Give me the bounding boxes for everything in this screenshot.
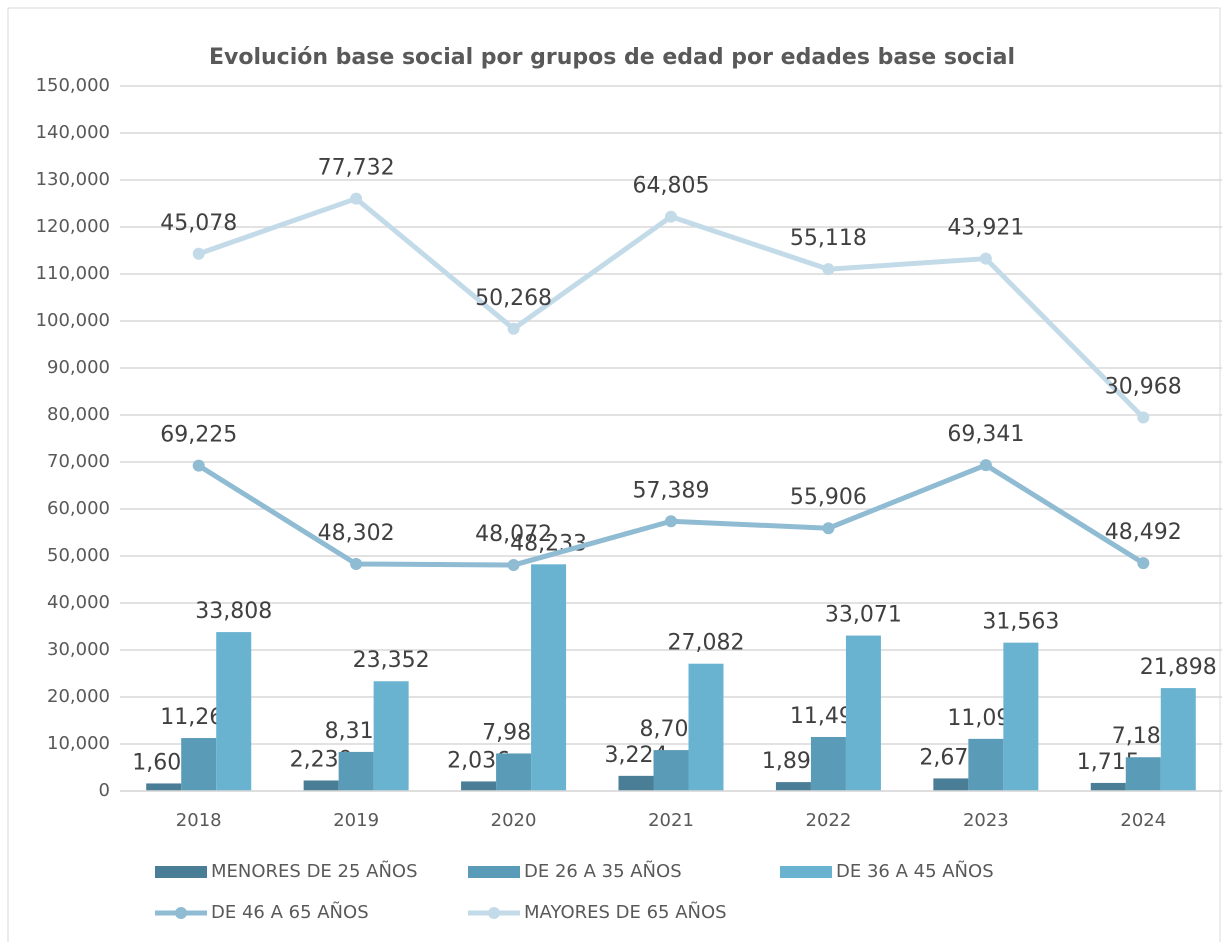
bar — [461, 781, 497, 791]
legend-marker — [175, 907, 187, 919]
bar — [496, 753, 532, 791]
data-label: 57,389 — [633, 478, 710, 503]
line-marker — [507, 559, 520, 572]
x-tick-label: 2023 — [963, 810, 1009, 831]
x-tick-label: 2018 — [176, 810, 222, 831]
y-tick-label: 20,000 — [47, 686, 110, 707]
data-label: 55,118 — [790, 226, 867, 251]
line-marker — [665, 210, 677, 223]
line-marker — [192, 459, 205, 472]
data-label: 48,492 — [1105, 520, 1182, 545]
data-label: 45,078 — [160, 211, 237, 236]
data-label: 21,898 — [1140, 655, 1217, 680]
data-label: 23,352 — [353, 648, 430, 673]
y-tick-label: 0 — [99, 780, 110, 801]
y-tick-label: 140,000 — [36, 122, 110, 143]
chart-title: Evolución base social por grupos de edad… — [209, 45, 1015, 70]
x-tick-label: 2020 — [491, 810, 537, 831]
data-label: 64,805 — [633, 174, 710, 199]
y-tick-label: 60,000 — [47, 498, 110, 519]
data-label: 43,921 — [947, 216, 1024, 241]
y-tick-label: 70,000 — [47, 451, 110, 472]
bar — [303, 780, 339, 791]
bar — [338, 751, 374, 791]
y-tick-label: 130,000 — [36, 169, 110, 190]
bar — [775, 782, 811, 791]
x-tick-label: 2021 — [648, 810, 694, 831]
bar — [1003, 642, 1039, 791]
legend-label: MENORES DE 25 AÑOS — [211, 860, 418, 882]
line-marker — [1137, 557, 1150, 570]
y-tick-label: 110,000 — [36, 263, 110, 284]
bar — [653, 750, 689, 791]
line-marker — [822, 263, 835, 276]
line-marker — [979, 459, 992, 472]
x-tick-label: 2022 — [806, 810, 852, 831]
legend-swatch — [155, 866, 207, 878]
data-label: 33,071 — [825, 603, 902, 628]
legend-label: DE 26 A 35 AÑOS — [524, 860, 682, 882]
x-tick-label: 2024 — [1120, 810, 1166, 831]
line-marker — [350, 557, 363, 570]
data-label: 69,341 — [947, 422, 1024, 447]
legend-marker — [488, 907, 500, 919]
line-marker — [1137, 411, 1150, 424]
legend-label: MAYORES DE 65 AÑOS — [524, 901, 727, 923]
bar — [181, 738, 217, 791]
legend-swatch — [468, 866, 520, 878]
y-tick-label: 40,000 — [47, 592, 110, 613]
bar — [968, 738, 1004, 791]
bar — [618, 775, 654, 791]
bar — [933, 778, 969, 791]
line-marker — [192, 247, 205, 260]
legend-label: DE 36 A 45 AÑOS — [836, 860, 994, 882]
bar — [1125, 757, 1161, 791]
y-tick-label: 150,000 — [36, 75, 110, 96]
bar — [810, 736, 846, 791]
data-label: 27,082 — [668, 631, 745, 656]
line-marker — [979, 252, 992, 265]
data-label: 48,302 — [318, 521, 395, 546]
bar — [845, 635, 881, 791]
bar — [146, 783, 182, 791]
legend-swatch — [780, 866, 832, 878]
bar — [531, 564, 567, 791]
line-marker — [507, 322, 520, 335]
y-tick-label: 50,000 — [47, 545, 110, 566]
data-label: 48,233 — [510, 531, 587, 556]
data-label: 31,563 — [982, 610, 1059, 635]
x-tick-label: 2019 — [333, 810, 379, 831]
line-marker — [822, 522, 835, 535]
line-marker — [350, 192, 363, 205]
y-tick-label: 90,000 — [47, 357, 110, 378]
bar — [1160, 688, 1196, 791]
data-label: 69,225 — [160, 423, 237, 448]
bar — [373, 681, 409, 791]
data-label: 48,072 — [475, 522, 552, 547]
y-tick-label: 30,000 — [47, 639, 110, 660]
data-label: 30,968 — [1105, 375, 1182, 400]
data-label: 55,906 — [790, 485, 867, 510]
data-label: 77,732 — [318, 156, 395, 181]
y-tick-label: 10,000 — [47, 733, 110, 754]
data-label: 33,808 — [195, 599, 272, 624]
bar — [688, 663, 724, 791]
data-label: 50,268 — [475, 286, 552, 311]
bar — [216, 632, 252, 791]
line-marker — [665, 515, 677, 528]
legend-label: DE 46 A 65 AÑOS — [211, 901, 369, 923]
y-tick-label: 100,000 — [36, 310, 110, 331]
bar — [1090, 782, 1126, 791]
y-tick-label: 80,000 — [47, 404, 110, 425]
y-tick-label: 120,000 — [36, 216, 110, 237]
chart-border — [7, 7, 1221, 942]
